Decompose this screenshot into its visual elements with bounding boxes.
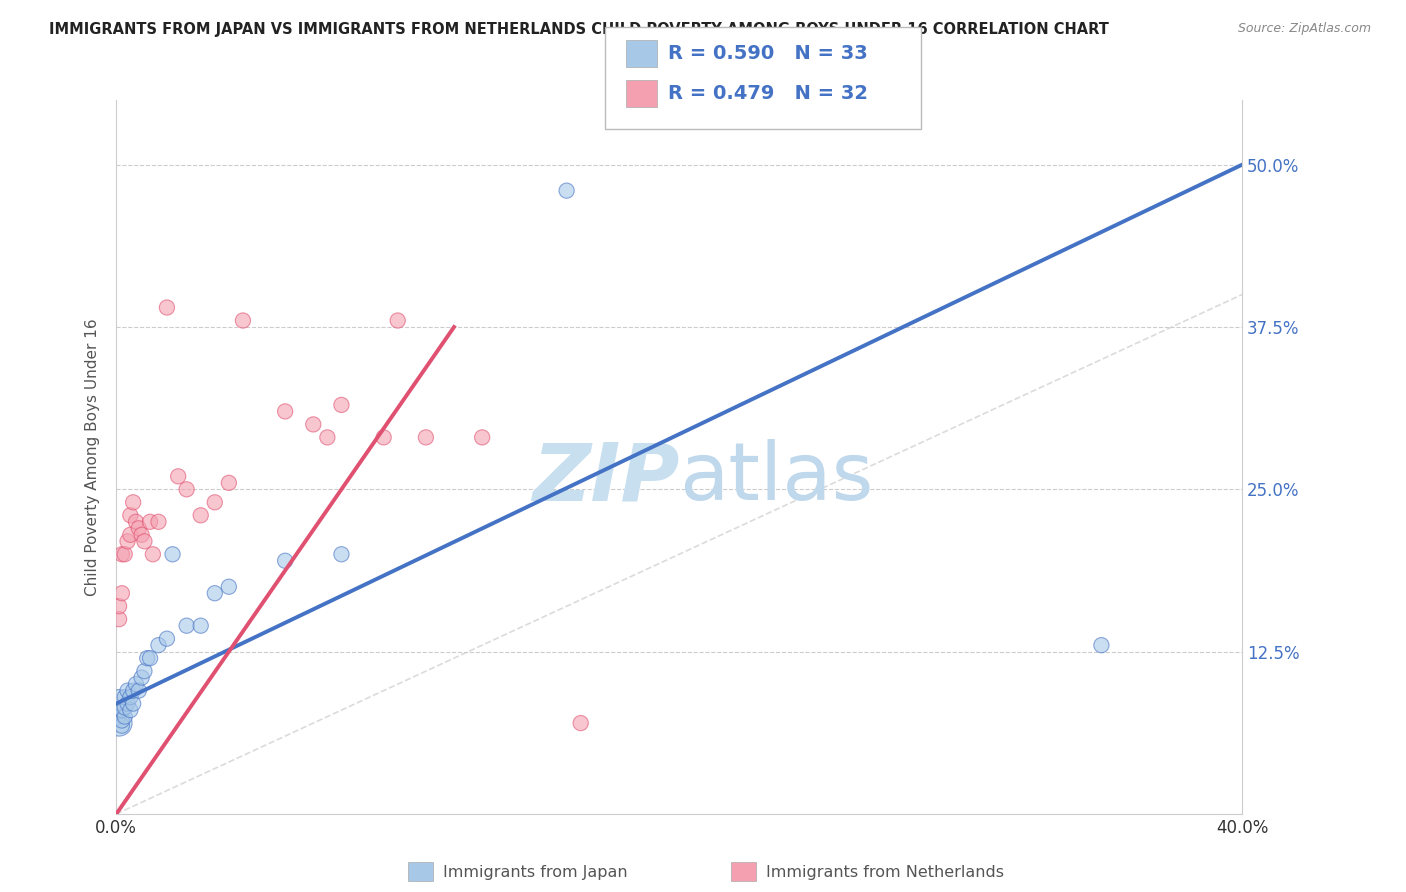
Point [120, 528, 142, 542]
Point [148, 638, 170, 652]
Point [139, 651, 162, 665]
Point [108, 703, 131, 717]
Point [162, 547, 184, 561]
Text: Immigrants from Netherlands: Immigrants from Netherlands [766, 865, 1004, 880]
Point [330, 398, 353, 412]
Point [131, 528, 153, 542]
Point [156, 301, 179, 315]
Text: atlas: atlas [679, 439, 873, 517]
Point [114, 690, 136, 705]
Point [114, 700, 136, 714]
Text: Source: ZipAtlas.com: Source: ZipAtlas.com [1237, 22, 1371, 36]
Point [1090, 638, 1112, 652]
Point [330, 547, 353, 561]
Point [134, 664, 156, 678]
Point [156, 632, 179, 646]
Point [471, 430, 494, 444]
Text: R = 0.590   N = 33: R = 0.590 N = 33 [668, 44, 868, 63]
Point [125, 677, 148, 691]
Point [569, 716, 592, 731]
Point [108, 716, 131, 731]
Point [316, 430, 339, 444]
Point [142, 547, 165, 561]
Point [190, 618, 212, 632]
Point [136, 651, 159, 665]
Point [131, 671, 153, 685]
Point [125, 515, 148, 529]
Point [274, 554, 297, 568]
Point [108, 599, 131, 614]
Point [120, 690, 142, 705]
Point [122, 495, 145, 509]
Point [218, 580, 240, 594]
Point [176, 618, 198, 632]
Point [117, 683, 139, 698]
Point [114, 547, 136, 561]
Point [111, 719, 134, 733]
Point [232, 313, 254, 327]
Text: Immigrants from Japan: Immigrants from Japan [443, 865, 627, 880]
Point [134, 534, 156, 549]
Point [190, 508, 212, 523]
Point [204, 586, 226, 600]
Point [122, 697, 145, 711]
Point [108, 612, 131, 626]
Point [120, 508, 142, 523]
Point [139, 515, 162, 529]
Point [167, 469, 190, 483]
Point [111, 714, 134, 728]
Y-axis label: Child Poverty Among Boys Under 16: Child Poverty Among Boys Under 16 [86, 318, 100, 596]
Point [128, 521, 150, 535]
Point [111, 547, 134, 561]
Point [302, 417, 325, 432]
Point [176, 483, 198, 497]
Point [274, 404, 297, 418]
Point [148, 515, 170, 529]
Text: ZIP: ZIP [531, 439, 679, 517]
Point [117, 697, 139, 711]
Point [122, 683, 145, 698]
Point [117, 534, 139, 549]
Point [204, 495, 226, 509]
Point [555, 184, 578, 198]
Text: IMMIGRANTS FROM JAPAN VS IMMIGRANTS FROM NETHERLANDS CHILD POVERTY AMONG BOYS UN: IMMIGRANTS FROM JAPAN VS IMMIGRANTS FROM… [49, 22, 1109, 37]
Point [114, 709, 136, 723]
Point [120, 703, 142, 717]
Point [128, 683, 150, 698]
Point [108, 709, 131, 723]
Point [111, 586, 134, 600]
Point [108, 690, 131, 705]
Point [373, 430, 395, 444]
Point [111, 703, 134, 717]
Text: R = 0.479   N = 32: R = 0.479 N = 32 [668, 84, 868, 103]
Point [415, 430, 437, 444]
Point [218, 475, 240, 490]
Point [387, 313, 409, 327]
